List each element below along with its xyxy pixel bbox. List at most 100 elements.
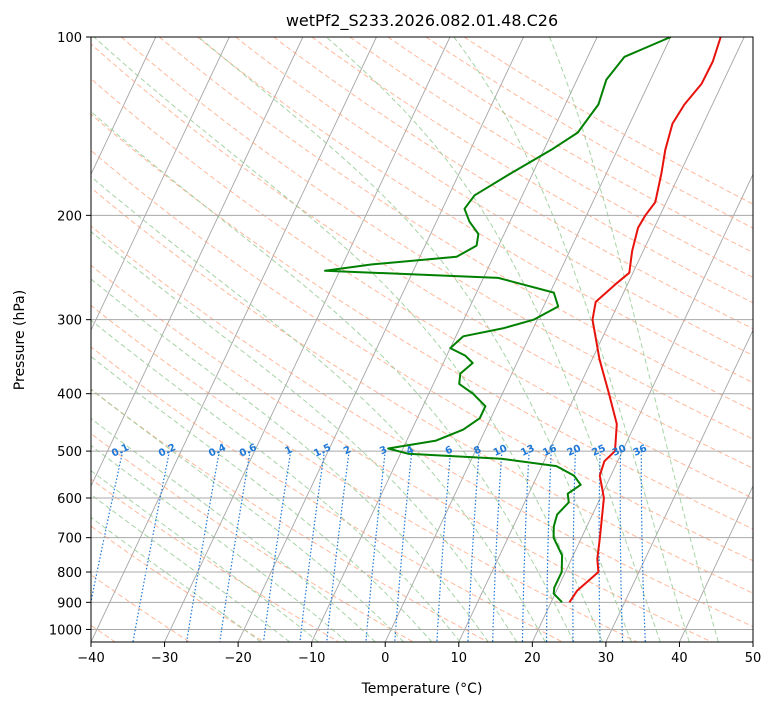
moist-adiabat-line (91, 516, 262, 642)
dry-adiabat-line (91, 304, 638, 642)
dry-adiabat-line (91, 264, 713, 642)
mixing-ratio-label: 0.2 (157, 442, 178, 459)
x-tick-label: 20 (524, 651, 541, 666)
mixing-ratio-line (326, 451, 350, 642)
isotherm-line (679, 485, 753, 642)
y-tick-label: 400 (57, 388, 82, 403)
dry-adiabat-line (91, 149, 753, 562)
mixing-ratio-label: 1 (283, 444, 294, 457)
dry-adiabat-line (91, 187, 753, 594)
dry-adiabat-line (91, 346, 563, 642)
isotherm-line (384, 37, 672, 642)
moist-adiabat-line (91, 417, 376, 642)
mixing-ratio-label: 1.5 (312, 442, 333, 459)
temperature-line (568, 37, 722, 603)
mixing-ratio-line (262, 451, 292, 642)
moist-adiabat-line (91, 470, 319, 642)
mixing-ratio-label: 4 (405, 444, 416, 457)
dry-adiabat-line (463, 37, 753, 205)
y-tick-label: 300 (57, 314, 82, 329)
y-tick-label: 800 (57, 566, 82, 581)
mixing-ratio-line (619, 451, 624, 642)
mixing-ratio-line (299, 451, 325, 642)
mixing-ratio-label: 3 (378, 444, 389, 457)
isotherm-line (91, 37, 304, 488)
dry-adiabat-line (91, 113, 753, 530)
mixing-ratio-label: 8 (472, 444, 483, 457)
mixing-ratio-line (436, 451, 452, 642)
mixing-ratio-line (394, 451, 413, 642)
moist-adiabat-line (91, 110, 575, 642)
isotherm-line (605, 329, 753, 642)
moist-adiabat-line (91, 278, 489, 642)
y-tick-label: 900 (57, 596, 82, 611)
dry-adiabat-line (349, 37, 753, 279)
moist-adiabat-line (91, 493, 291, 642)
x-tick-label: 10 (451, 651, 468, 666)
dry-adiabat-line (159, 37, 753, 412)
mixing-ratio-label: 36 (632, 443, 649, 459)
dry-adiabat-line (235, 37, 753, 356)
mixing-ratio-line (572, 451, 576, 642)
mixing-ratio-line (492, 451, 503, 642)
moist-adiabat-line (198, 37, 632, 642)
dry-adiabat-line (91, 478, 340, 642)
mixing-ratio-line (219, 450, 251, 642)
moist-adiabat-line (453, 37, 690, 642)
isotherm-line (752, 640, 753, 642)
isotherm-line (311, 37, 598, 642)
x-tick-label: 30 (598, 651, 615, 666)
x-axis-label: Temperature (°C) (361, 681, 483, 697)
line-labels: 0.1 0.2 0.4 0.6 1 1.5 2 3 4 6 8 10 13 16 20 25 30 36 (110, 442, 649, 459)
mixing-ratio-label: 13 (519, 443, 536, 459)
moist-adiabat-line (325, 37, 661, 642)
mixing-ratio-line (521, 451, 530, 642)
isotherm-line (458, 37, 745, 642)
x-tick-label: −20 (224, 651, 251, 666)
mixing-ratio-label: 6 (444, 444, 455, 457)
y-tick-label: 500 (57, 445, 82, 460)
axis-ticks: −40 −30 −20 −10 0 10 20 30 40 5010020030040050060… (49, 31, 761, 666)
isotherm-line (91, 37, 157, 176)
moist-adiabat-line (91, 355, 433, 642)
x-tick-label: −30 (151, 651, 178, 666)
mixing-ratio-line (91, 450, 124, 605)
x-tick-label: 40 (671, 651, 688, 666)
moist-adiabat-line (91, 444, 348, 642)
mixing-ratio-label: 0.6 (238, 442, 259, 459)
dry-adiabat-line (91, 43, 753, 469)
mixing-ratio-line (132, 450, 171, 642)
moist-adiabat-line (549, 37, 719, 642)
mixing-ratio-label: 0.1 (110, 442, 131, 459)
mixing-ratio-label: 10 (492, 443, 509, 459)
mixing-ratio-label: 20 (566, 443, 583, 459)
dry-adiabat-line (91, 525, 265, 642)
pressure-gridlines (91, 37, 753, 630)
isotherm-line (0, 37, 9, 642)
isotherm-line (237, 37, 524, 642)
x-tick-label: −10 (298, 651, 325, 666)
mixing-ratio-line (365, 451, 386, 642)
dry-adiabat-line (91, 433, 414, 642)
mixing-ratio-line (467, 451, 480, 642)
dry-adiabat-line (91, 574, 190, 642)
mixing-ratio-line (186, 450, 220, 642)
background-lines (0, 37, 753, 642)
y-tick-label: 200 (57, 209, 82, 224)
dry-adiabat-line (91, 389, 489, 642)
moist-adiabat-line (91, 319, 461, 642)
mixing-ratio-line (640, 451, 646, 642)
moist-adiabat-line (93, 37, 603, 642)
mixing-ratio-label: 30 (611, 443, 628, 459)
x-tick-label: 50 (745, 651, 762, 666)
mixing-ratio-label: 2 (342, 444, 353, 457)
y-tick-label: 600 (57, 492, 82, 507)
y-tick-label: 1000 (49, 623, 82, 638)
dewpoint-line (324, 37, 672, 603)
plot-frame (90, 36, 754, 643)
moist-adiabat-line (91, 231, 518, 642)
y-tick-label: 100 (57, 31, 82, 46)
profile-lines (324, 37, 722, 603)
chart-title: wetPf2_S233.2026.082.01.48.C26 (286, 11, 558, 31)
mixing-ratio-label: 0.4 (207, 442, 228, 459)
